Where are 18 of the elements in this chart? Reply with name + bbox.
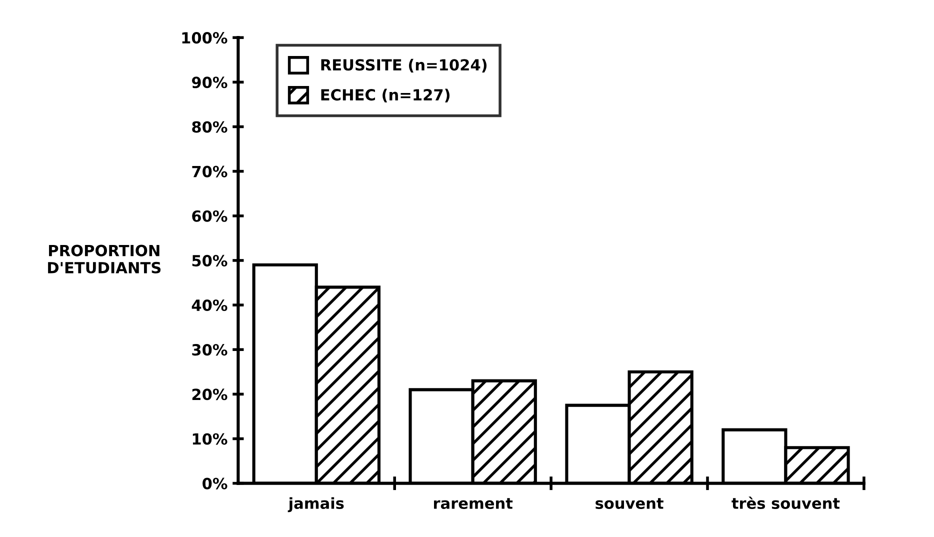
y-tick-label: 20% [192,388,228,400]
y-axis-title: PROPORTION D'ETUDIANTS [48,244,161,274]
y-tick-label: 30% [192,344,228,356]
legend-label: REUSSITE (n=1024) [321,58,487,72]
y-tick-label: 100% [182,32,228,44]
y-tick-label: 0% [202,478,228,490]
y-tick-label: 10% [192,433,228,445]
y-tick-label: 80% [192,121,228,133]
x-tick-label: rarement [434,498,513,510]
y-tick-label: 90% [192,76,228,88]
x-tick-label: très souvent [732,496,840,510]
y-tick-label: 70% [192,166,228,178]
x-tick-label: jamais [288,497,344,512]
x-tick-label: souvent [596,498,664,510]
y-tick-label: 40% [192,299,228,312]
legend-label: ECHEC (n=127) [321,88,450,102]
y-tick-label: 60% [192,210,228,222]
y-tick-label: 50% [192,254,228,266]
